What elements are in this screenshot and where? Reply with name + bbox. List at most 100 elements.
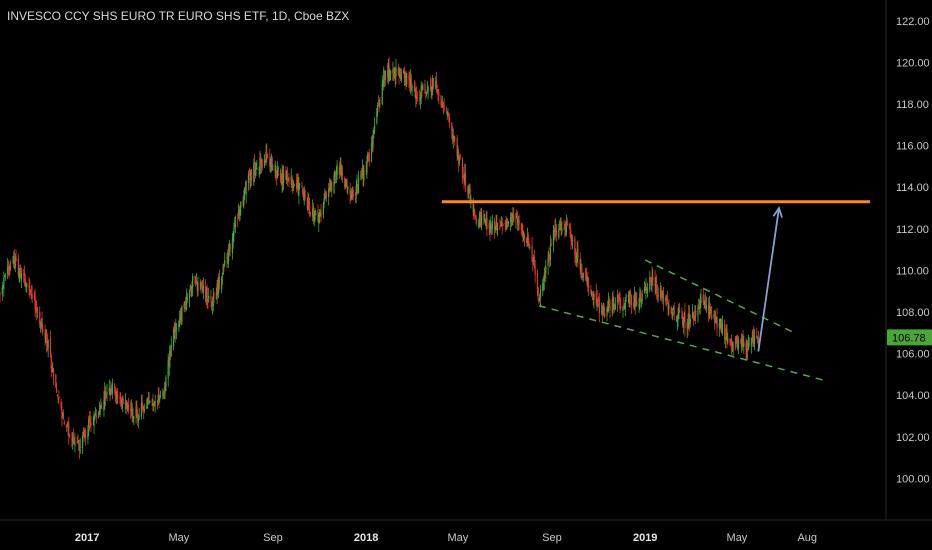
candle-body [357, 184, 359, 192]
candle-body [115, 392, 117, 397]
candle-body [74, 441, 76, 446]
candle-body [260, 159, 263, 165]
candle-body [351, 191, 354, 195]
candle-body [318, 212, 321, 222]
candle-body [746, 348, 748, 352]
candle-body [180, 313, 182, 321]
candle-body [35, 308, 37, 310]
candle-body [614, 304, 616, 310]
candle-body [587, 278, 589, 288]
y-tick-label: 120.00 [896, 57, 930, 69]
candle-body [347, 187, 349, 190]
candle-body [4, 275, 6, 277]
candle-body [121, 399, 123, 409]
candle-body [521, 231, 523, 234]
candle-body [649, 277, 652, 280]
y-axis: 100.00 102.00 104.00 106.00 108.00 110.00 112.… [896, 16, 930, 486]
candle-body [18, 273, 20, 276]
candle-body [211, 301, 213, 305]
candle-body [644, 286, 646, 290]
candle-body [630, 294, 632, 296]
candle-body [526, 236, 529, 244]
candle-body [130, 408, 133, 413]
candle-body [87, 430, 89, 440]
candle-body [480, 212, 482, 227]
candle-body [474, 211, 476, 217]
candle-body [373, 129, 375, 134]
candle-body [237, 218, 239, 219]
candle-body [136, 404, 138, 412]
candle-body [146, 398, 149, 405]
candle-body [638, 304, 640, 308]
candle-body [210, 296, 212, 301]
candle-body [55, 387, 58, 393]
candle-body [452, 135, 454, 140]
candles-layer [0, 57, 759, 459]
candle-body [688, 314, 691, 323]
candle-body [237, 211, 240, 217]
candle-body [344, 180, 347, 186]
candle-body [10, 262, 12, 263]
candle-body [409, 77, 412, 87]
candle-body [264, 160, 266, 163]
candle-body [331, 182, 333, 191]
candle-body [141, 402, 143, 406]
candle-body [445, 109, 448, 112]
candle-body [477, 224, 480, 227]
candle-body [560, 221, 562, 230]
candle-body [173, 327, 175, 338]
candle-body [202, 285, 204, 293]
candle-body [320, 212, 322, 218]
candle-body [628, 296, 630, 305]
candle-body [71, 438, 73, 440]
candle-body [446, 112, 448, 114]
candle-body [737, 335, 739, 349]
candle-body [192, 276, 194, 287]
candle-body [571, 239, 573, 242]
candle-body [283, 173, 285, 184]
candle-body [29, 291, 32, 293]
candle-body [350, 194, 352, 200]
candle-body [740, 339, 742, 340]
candle-body [649, 277, 651, 290]
candle-body [146, 405, 148, 409]
candle-body [254, 170, 256, 175]
candle-body [66, 425, 68, 427]
candle-body [133, 416, 135, 419]
candle-body [356, 183, 358, 189]
candle-body [296, 180, 298, 190]
candle-body [20, 268, 22, 278]
candle-body [571, 239, 574, 242]
candle-body [709, 307, 711, 316]
candle-body [693, 317, 695, 319]
candle-body [362, 167, 364, 179]
candle-body [205, 290, 208, 301]
candle-body [520, 223, 522, 231]
candle-body [232, 233, 234, 241]
candle-body [313, 219, 315, 221]
chart-title: INVESCO CCY SHS EURO TR EURO SHS ETF, 1D… [7, 9, 349, 23]
candle-body [424, 83, 426, 93]
candle-body [218, 277, 220, 293]
candle-body [496, 221, 498, 230]
candle-body [745, 341, 747, 350]
candle-body [265, 152, 267, 163]
candle-body [65, 425, 68, 428]
candle-body [390, 71, 392, 75]
candle-body [89, 419, 91, 424]
candle-body [84, 430, 86, 437]
candle-body [355, 185, 357, 195]
x-tick-label: May [168, 532, 189, 544]
candle-body [179, 318, 181, 322]
candle-body [341, 172, 343, 175]
candle-body [459, 154, 461, 157]
candle-body [315, 212, 317, 215]
candle-body [361, 168, 363, 177]
candle-body [591, 292, 593, 296]
candle-body [393, 68, 395, 77]
candle-body [510, 214, 513, 219]
candle-body [704, 299, 707, 310]
candle-body [382, 82, 384, 84]
candle-body [73, 440, 75, 445]
candle-body [1, 287, 3, 295]
